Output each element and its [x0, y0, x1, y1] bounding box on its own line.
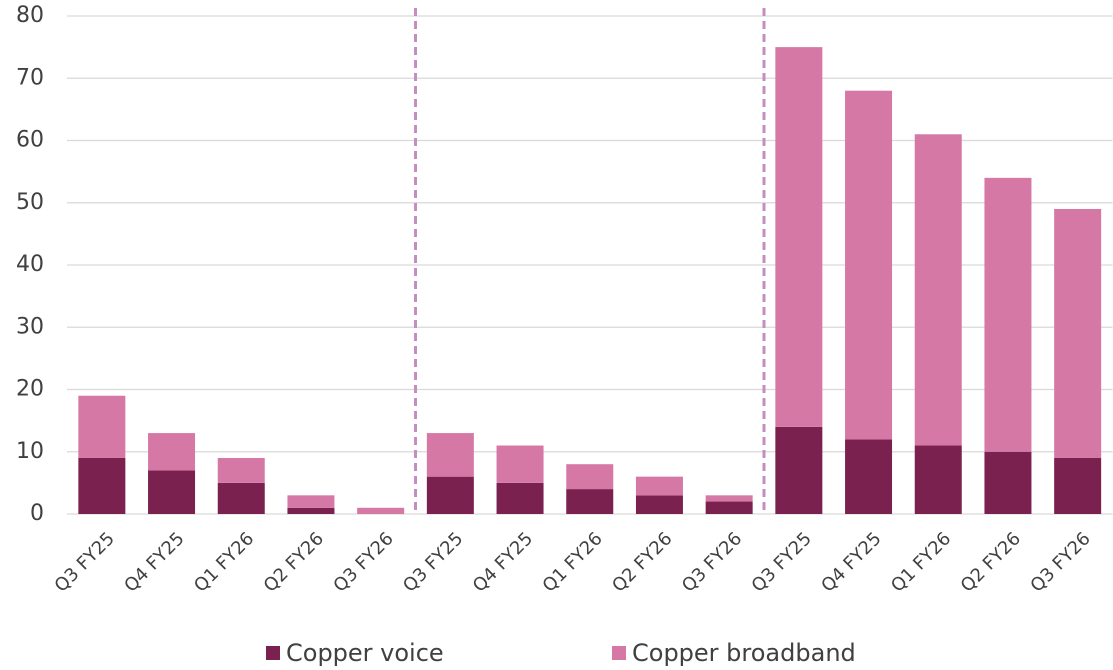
- y-tick-label: 20: [16, 377, 44, 402]
- x-tick-label: Q2 FY26: [260, 528, 328, 596]
- bar-segment: [566, 464, 614, 490]
- bar-segment: [496, 445, 544, 483]
- bar-segment: [148, 470, 196, 514]
- y-tick-label: 50: [16, 190, 44, 215]
- bar-segment: [845, 90, 893, 440]
- bar-segment: [426, 476, 474, 514]
- legend-label: Copper broadband: [632, 639, 856, 667]
- y-tick-label: 10: [16, 439, 44, 464]
- y-tick-label: 40: [16, 252, 44, 277]
- x-tick-label: Q2 FY26: [608, 528, 676, 596]
- legend-label: Copper voice: [286, 639, 444, 667]
- bar-segment: [845, 439, 893, 514]
- bar-segment: [1054, 457, 1102, 514]
- bar-segment: [566, 489, 614, 514]
- legend-swatch: [266, 646, 280, 660]
- bar-segment: [287, 507, 335, 514]
- bar-segment: [635, 495, 683, 514]
- bar-segment: [635, 476, 683, 496]
- bar-segment: [78, 395, 126, 458]
- bar-segment: [705, 501, 753, 514]
- y-tick-label: 60: [16, 128, 44, 153]
- x-tick-label: Q3 FY26: [329, 528, 397, 596]
- bar-segment: [705, 495, 753, 502]
- y-tick-label: 30: [16, 314, 44, 339]
- legend-swatch: [612, 646, 626, 660]
- x-tick-label: Q1 FY26: [539, 528, 607, 596]
- x-tick-label: Q4 FY25: [120, 528, 188, 596]
- bar-segment: [775, 47, 823, 427]
- bar-segment: [287, 495, 335, 508]
- bar-segment: [1054, 208, 1102, 458]
- x-tick-label: Q3 FY25: [399, 528, 467, 596]
- x-tick-label: Q3 FY26: [1026, 528, 1094, 596]
- x-tick-label: Q1 FY26: [887, 528, 955, 596]
- bar-segment: [217, 457, 265, 483]
- bar-segment: [357, 507, 405, 514]
- bar-segment: [984, 451, 1032, 514]
- bar-segment: [148, 433, 196, 471]
- x-tick-label: Q4 FY25: [469, 528, 537, 596]
- bar-segment: [914, 445, 962, 514]
- x-tick-label: Q2 FY26: [957, 528, 1025, 596]
- x-tick-label: Q3 FY25: [748, 528, 816, 596]
- bar-segment: [496, 482, 544, 514]
- x-tick-label: Q4 FY25: [817, 528, 885, 596]
- y-tick-label: 80: [16, 3, 44, 28]
- x-tick-label: Q3 FY26: [678, 528, 746, 596]
- bar-segment: [217, 482, 265, 514]
- y-tick-label: 70: [16, 65, 44, 90]
- x-tick-label: Q3 FY25: [51, 528, 119, 596]
- bar-segment: [775, 426, 823, 514]
- x-tick-label: Q1 FY26: [190, 528, 258, 596]
- bar-segment: [984, 177, 1032, 452]
- bar-segment: [78, 457, 126, 514]
- y-tick-label: 0: [30, 501, 44, 526]
- bar-segment: [426, 433, 474, 477]
- bar-segment: [914, 134, 962, 446]
